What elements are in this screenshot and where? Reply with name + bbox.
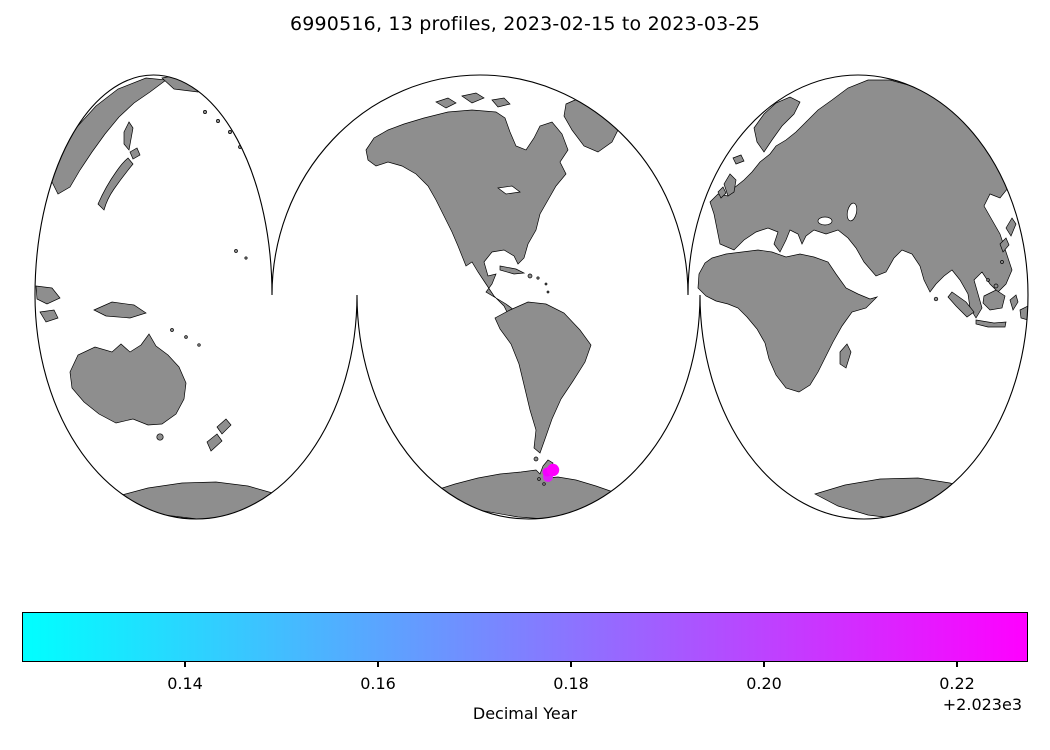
aleutian-island-specks [203,110,242,149]
new-guinea [93,301,147,319]
scandinavia [753,96,801,153]
sri-lanka [933,296,939,302]
new-guinea-edge [1019,305,1028,321]
caspian-sea [846,202,858,222]
caribbean-islands [499,265,550,294]
land-afro-eurasia-lobe [697,79,1028,519]
colorbar-tick [377,662,379,667]
profile-marker [546,463,560,477]
colorbar-axis-label: Decimal Year [472,704,578,723]
colorbar-ticklabel: 0.16 [360,674,396,693]
colorbar-ticklabel: 0.22 [939,674,975,693]
madagascar [839,343,852,369]
hokkaido [129,147,141,160]
australia [69,333,187,426]
map-lobe-outline [34,74,1029,520]
iceland [732,154,745,165]
figure-title: 6990516, 13 profiles, 2023-02-15 to 2023… [289,13,761,35]
world-map [34,74,1029,520]
colorbar-tick [184,662,186,667]
great-britain [723,173,737,197]
sumatra [947,291,975,318]
java [975,319,1007,328]
indonesia-islands [947,289,1028,328]
arctic-island-specks [435,92,511,109]
melanesia-specks [170,328,201,347]
colorbar-tick [763,662,765,667]
hawaii-specks [234,249,248,260]
borneo [982,289,1006,311]
ireland [717,186,727,199]
tierra-del-fuego [533,456,539,462]
sakhalin [123,121,134,151]
africa [697,249,879,393]
profile-marker-cluster [542,463,560,482]
siberia-coast [49,77,167,195]
colorbar-tick [956,662,958,667]
great-lakes [497,185,521,195]
north-america [365,109,569,315]
colorbar-offset-text: +2.023e3 [942,695,1022,714]
west-edge-islands [35,285,61,323]
colorbar-tick [570,662,572,667]
eurasia [709,79,1013,319]
colorbar-ticklabel: 0.14 [167,674,203,693]
peninsula-islets [537,477,546,486]
colorbar-ticklabel: 0.18 [553,674,589,693]
colorbar [22,612,1028,662]
colorbar-ticklabel: 0.20 [746,674,782,693]
south-america [494,301,592,454]
japan [97,157,134,211]
sulawesi [1009,294,1019,311]
black-sea [817,216,833,226]
new-zealand [206,418,232,452]
tasmania [156,433,164,441]
